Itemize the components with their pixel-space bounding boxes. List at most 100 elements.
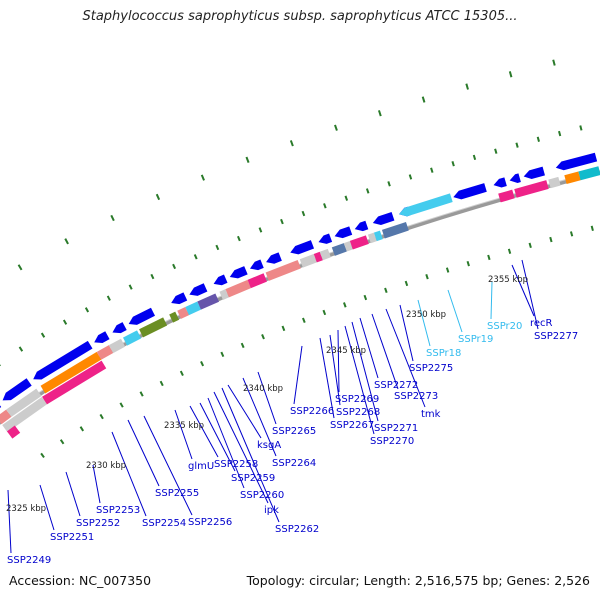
gene-box xyxy=(96,345,114,360)
gene-label: SSP2270 xyxy=(370,436,414,447)
gene-label: SSPr19 xyxy=(458,334,493,345)
tick-mark xyxy=(569,231,574,237)
tick-mark xyxy=(465,83,469,90)
gene-box xyxy=(2,396,48,433)
tick-mark xyxy=(193,254,198,260)
tick-mark xyxy=(528,242,532,249)
leader-line xyxy=(65,471,81,517)
gene-label: SSP2272 xyxy=(374,380,418,391)
tick-mark xyxy=(59,439,65,445)
tick-mark xyxy=(536,136,540,142)
gene-label: SSP2262 xyxy=(275,524,319,535)
genome-backbone xyxy=(0,170,600,425)
gene-box xyxy=(331,243,347,256)
tick-mark xyxy=(487,254,491,261)
scale-labels: 2325 kbp 2330 kbp 2335 kbp 2340 kbp 2345 kbp… xyxy=(6,275,528,514)
tick-mark xyxy=(387,181,391,187)
label-leader-lines xyxy=(7,259,539,554)
gene-features xyxy=(0,152,600,439)
gene-box xyxy=(578,166,600,181)
gene-label: SSP2277 xyxy=(534,331,578,342)
gene-arrow xyxy=(555,152,598,171)
gene-box xyxy=(0,409,12,425)
gene-box xyxy=(42,360,107,405)
tick-mark xyxy=(119,402,124,408)
tick-mark xyxy=(62,319,68,325)
tick-mark xyxy=(200,174,205,181)
genome-title: Staphylococcus saprophyticus subsp. sapr… xyxy=(82,9,518,24)
gene-label: SSP2253 xyxy=(96,505,140,516)
leader-line xyxy=(344,325,375,435)
gene-label: SSP2256 xyxy=(188,517,232,528)
gene-label: ipk xyxy=(264,505,279,516)
tick-mark xyxy=(110,214,115,222)
leader-line xyxy=(111,431,147,517)
tick-mark xyxy=(552,59,556,66)
tick-mark xyxy=(17,264,23,271)
gene-box xyxy=(343,240,353,252)
tick-mark xyxy=(84,307,90,313)
tick-mark xyxy=(579,125,583,131)
tick-mark xyxy=(451,161,455,167)
gene-box xyxy=(185,301,202,316)
gene-box xyxy=(313,251,323,263)
leader-line xyxy=(319,337,335,419)
tick-mark xyxy=(558,130,562,137)
leader-line xyxy=(227,384,262,439)
gene-labels: SSP2249SSP2251SSP2252SSP2253SSP2254SSP22… xyxy=(7,318,578,566)
leader-line xyxy=(39,484,55,531)
tick-mark xyxy=(404,280,409,287)
gene-box xyxy=(514,180,549,198)
tick-mark xyxy=(377,110,382,117)
leader-line xyxy=(127,419,160,487)
gene-label: glmU xyxy=(188,461,214,472)
tick-mark xyxy=(344,195,349,201)
tick-mark xyxy=(261,334,265,340)
gene-label: recR xyxy=(530,318,553,329)
gene-label: SSP2254 xyxy=(142,518,186,529)
leader-line xyxy=(417,299,431,347)
gene-label: SSP2264 xyxy=(272,458,316,469)
gene-arrow xyxy=(453,183,487,200)
tick-mark xyxy=(40,452,45,459)
rna-arrow xyxy=(399,193,453,217)
leader-line xyxy=(399,304,414,362)
tick-mark xyxy=(237,235,241,242)
tick-mark xyxy=(128,284,133,290)
tick-mark xyxy=(549,236,553,243)
leader-line xyxy=(213,391,269,504)
gene-arrow xyxy=(334,226,353,239)
tick-mark xyxy=(0,361,1,367)
gene-box xyxy=(247,273,267,289)
gene-box xyxy=(548,176,561,189)
gene-arrow xyxy=(2,378,32,401)
gene-arrow xyxy=(372,211,395,226)
leader-line xyxy=(293,345,303,405)
tick-mark xyxy=(365,188,370,194)
tick-marks-inner xyxy=(40,225,594,459)
tick-mark xyxy=(301,210,306,217)
leader-line xyxy=(511,264,535,317)
leader-line xyxy=(143,415,193,516)
gene-arrow xyxy=(128,307,155,325)
tick-mark xyxy=(384,287,388,294)
gene-arrow xyxy=(523,166,545,180)
accession-text: Accession: NC_007350 xyxy=(9,573,152,588)
gene-box xyxy=(373,230,383,242)
tick-mark xyxy=(343,302,347,308)
gene-arrow xyxy=(33,340,93,380)
tick-mark xyxy=(515,142,519,148)
gene-box xyxy=(6,388,42,417)
tick-mark xyxy=(155,193,161,201)
tick-mark xyxy=(79,426,85,432)
gene-box xyxy=(139,317,168,338)
tick-mark xyxy=(421,96,426,103)
gene-label: SSP2271 xyxy=(374,423,418,434)
leader-line xyxy=(257,371,277,425)
gene-box xyxy=(40,351,102,394)
leader-line xyxy=(207,397,245,489)
gene-box xyxy=(225,279,251,298)
gene-label: SSP2275 xyxy=(409,363,453,374)
